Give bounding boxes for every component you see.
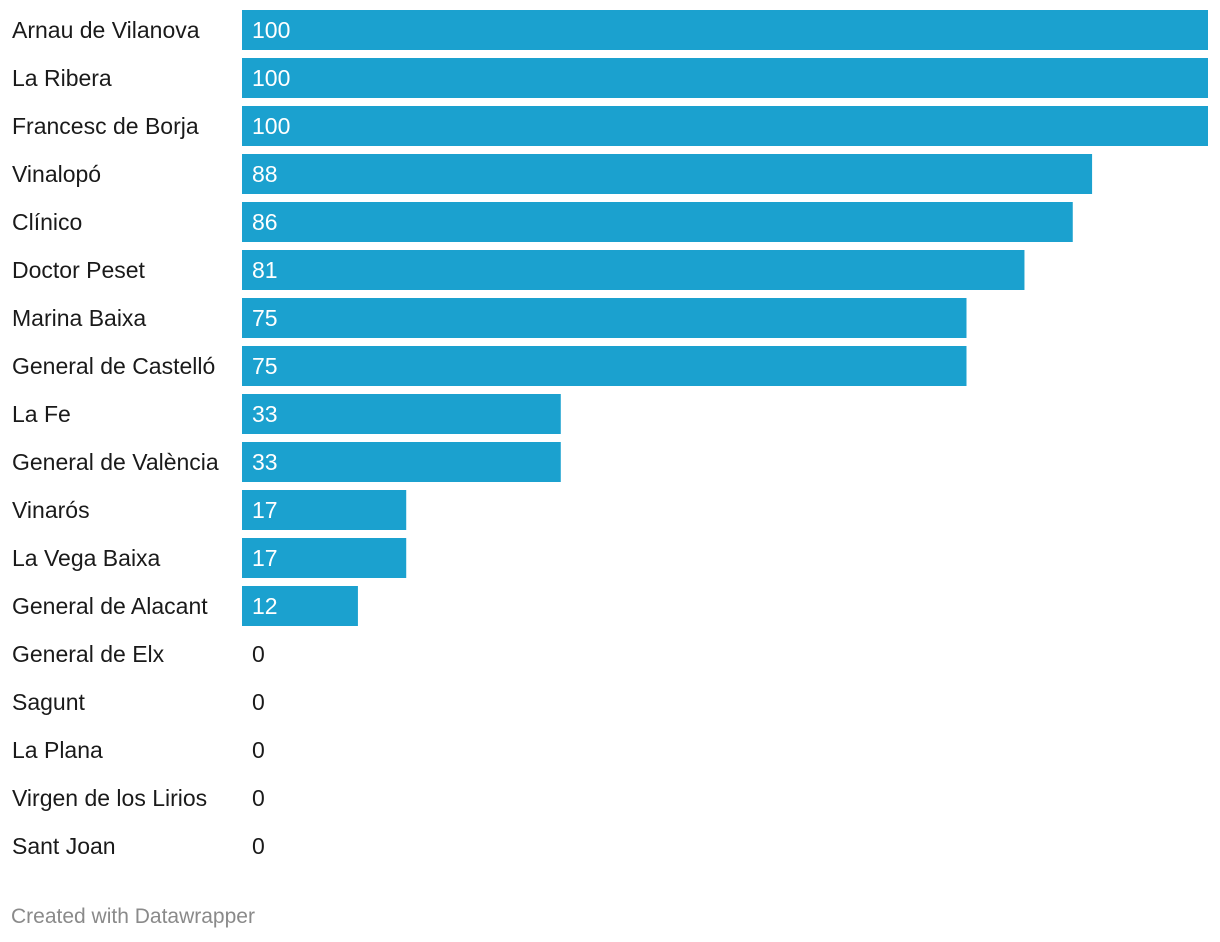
bar-value-label: 0 (252, 641, 265, 667)
bar (242, 346, 967, 386)
category-label: La Ribera (12, 65, 112, 91)
bar (242, 538, 407, 578)
category-label: General de Alacant (12, 593, 208, 619)
bar (242, 490, 407, 530)
bar-value-label: 33 (252, 449, 278, 475)
bar (242, 202, 1073, 242)
bar (242, 106, 1208, 146)
category-label: Doctor Peset (12, 257, 146, 283)
bar-chart: Arnau de Vilanova 100 La Ribera 100 Francesc… (12, 10, 1208, 859)
bar-value-label: 12 (252, 593, 278, 619)
bar-value-label: 0 (252, 785, 265, 811)
bar-value-label: 0 (252, 689, 265, 715)
datawrapper-credit: Created with Datawrapper (11, 905, 255, 928)
category-label: Vinalopó (12, 161, 101, 187)
bar-value-label: 88 (252, 161, 278, 187)
bar (242, 58, 1208, 98)
bar (242, 442, 561, 482)
category-label: General de Elx (12, 641, 165, 667)
category-label: Vinarós (12, 497, 90, 523)
bar-value-label: 75 (252, 305, 278, 331)
bar-value-label: 100 (252, 65, 290, 91)
bar (242, 250, 1025, 290)
bar (242, 394, 561, 434)
category-label: La Fe (12, 401, 71, 427)
category-label: General de València (12, 449, 219, 475)
category-label: General de Castelló (12, 353, 215, 379)
bar-value-label: 0 (252, 833, 265, 859)
category-label: Francesc de Borja (12, 113, 199, 139)
bar-value-label: 17 (252, 497, 278, 523)
bar (242, 154, 1093, 194)
bar (242, 10, 1208, 50)
category-label: Sant Joan (12, 833, 116, 859)
bar-value-label: 86 (252, 209, 278, 235)
category-label: Clínico (12, 209, 82, 235)
category-label: La Plana (12, 737, 103, 763)
bar (242, 298, 967, 338)
bar-value-label: 75 (252, 353, 278, 379)
bar-value-label: 33 (252, 401, 278, 427)
bar-value-label: 100 (252, 17, 290, 43)
bar-value-label: 81 (252, 257, 278, 283)
bar-value-label: 0 (252, 737, 265, 763)
bar (242, 586, 358, 626)
category-label: Marina Baixa (12, 305, 146, 331)
category-label: Virgen de los Lirios (12, 785, 207, 811)
bar-value-label: 17 (252, 545, 278, 571)
category-label: Arnau de Vilanova (12, 17, 200, 43)
category-label: Sagunt (12, 689, 86, 715)
bar-value-label: 100 (252, 113, 290, 139)
category-label: La Vega Baixa (12, 545, 161, 571)
